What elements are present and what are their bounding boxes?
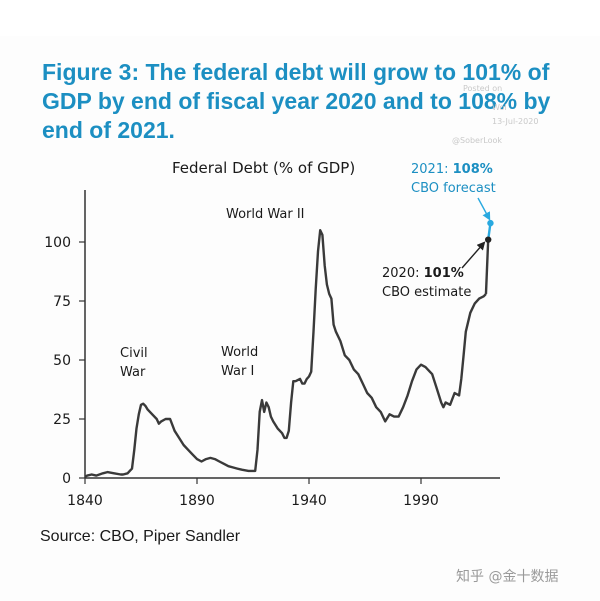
annotation-line: World (221, 345, 258, 360)
estimate-arrow (461, 241, 486, 269)
annotation-line: 2020: 101% (382, 266, 464, 281)
annotation-line: War I (221, 364, 254, 379)
series-lines (84, 219, 494, 478)
estimate-point (485, 236, 492, 243)
forecast-point (487, 219, 494, 227)
estimate-segment (484, 239, 490, 294)
watermark-line: @SoberLook (452, 136, 502, 145)
top-band (0, 0, 600, 36)
annotation-world-war-ii: World War II (226, 207, 305, 222)
annotation-civil-war: Civil War (120, 346, 148, 380)
y-tick-label: 25 (53, 412, 71, 428)
y-tick-label: 50 (53, 353, 71, 369)
axes: 0 25 50 75 100 1840 1890 1940 1990 (44, 190, 500, 509)
y-tick-label: 75 (53, 294, 71, 310)
watermark-line: Posted on (463, 84, 503, 93)
annotation-2020-estimate: 2020: 101% CBO estimate (382, 266, 471, 300)
annotation-world-war-i: World War I (221, 345, 258, 379)
forecast-arrow (477, 197, 491, 221)
x-tick-label: 1940 (291, 493, 327, 509)
annotation-line: War (120, 365, 146, 380)
x-tick-label: 1840 (67, 493, 103, 509)
annotation-value: 101% (424, 266, 464, 281)
figure-title: Figure 3: The federal debt will grow to … (42, 59, 551, 143)
annotation-value: 108% (453, 162, 493, 177)
x-tick-label: 1990 (403, 493, 439, 509)
y-tick-label: 100 (44, 235, 71, 251)
watermark-line: 13-Jul-2020 (492, 117, 539, 126)
annotation-2021-forecast: 2021: 108% CBO forecast (411, 162, 496, 196)
y-tick-label: 0 (62, 471, 71, 487)
chart-title: Federal Debt (% of GDP) (172, 159, 355, 177)
annotation-line: CBO estimate (382, 285, 471, 300)
annotations: Civil War World War I World War II 2020: 101%… (120, 162, 496, 380)
x-tick-label: 1890 (179, 493, 215, 509)
annotation-line: 2021: 108% (411, 162, 493, 177)
source-note: Source: CBO, Piper Sandler (40, 528, 241, 545)
watermark-line: Wol (492, 103, 507, 112)
annotation-line: Civil (120, 346, 148, 361)
annotation-line: World War II (226, 207, 305, 222)
annotation-line: CBO forecast (411, 181, 496, 196)
debt-series-line (84, 228, 487, 478)
credit-watermark: 知乎 @金十数据 (456, 569, 559, 585)
